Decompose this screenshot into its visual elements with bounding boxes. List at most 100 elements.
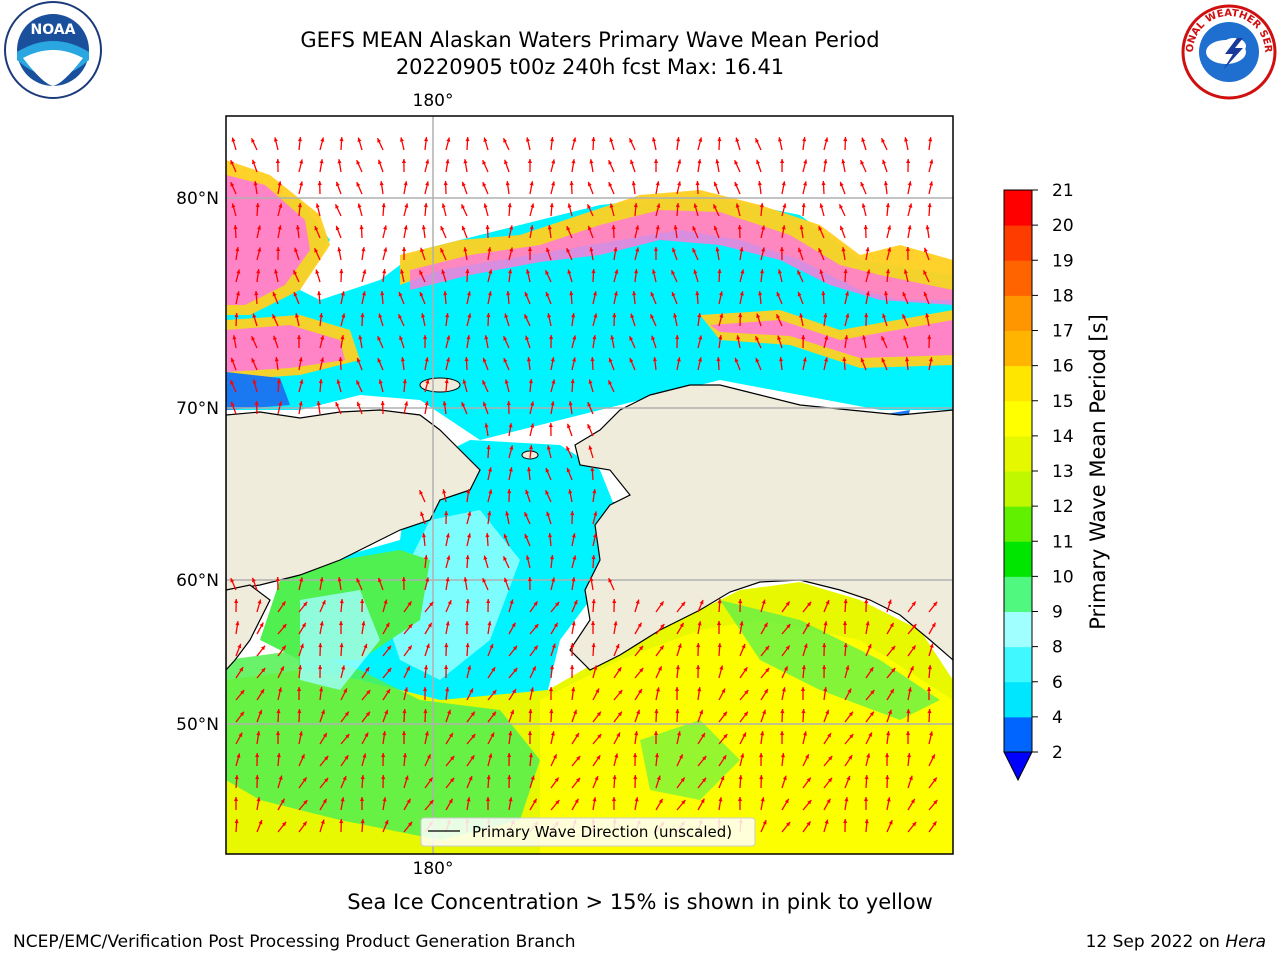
wave-arrow-head — [512, 689, 516, 694]
wave-arrow-head — [786, 624, 791, 629]
wave-arrow-head — [776, 292, 781, 297]
wave-arrow-head — [524, 512, 529, 517]
wave-arrow-head — [486, 775, 491, 780]
wave-arrow-head — [695, 181, 700, 186]
wave-arrow-head — [425, 181, 430, 186]
wave-arrow-head — [402, 247, 407, 252]
wave-arrow-head — [715, 159, 720, 164]
wave-arrow-head — [902, 292, 907, 297]
wave-arrow-head — [587, 181, 592, 187]
wave-arrow-head — [680, 777, 685, 782]
wave-arrow-head — [595, 688, 600, 693]
wave-arrow-head — [567, 423, 571, 429]
wave-arrow-head — [386, 689, 391, 694]
wave-arrow-head — [822, 643, 827, 648]
wave-arrow-head — [230, 401, 235, 407]
wave-arrow-head — [740, 269, 745, 274]
wave-arrow-head — [356, 160, 361, 165]
wave-arrow-head — [339, 269, 344, 274]
wave-arrow-head — [659, 645, 664, 650]
wave-arrow-head — [301, 622, 306, 628]
wave-arrow-head — [572, 357, 577, 362]
wave-arrow-head — [654, 709, 659, 714]
wave-arrow-head — [554, 777, 559, 782]
wave-arrow-head — [251, 138, 256, 143]
wave-arrow-head — [822, 665, 827, 670]
wave-arrow-head — [801, 203, 806, 208]
wave-arrow-head — [739, 291, 744, 296]
graticule — [226, 116, 953, 854]
wave-arrow-head — [486, 599, 491, 604]
wave-arrow-head — [360, 313, 365, 318]
wave-arrow-head — [639, 667, 644, 673]
wave-arrow-head — [738, 775, 743, 780]
wave-arrow-head — [629, 336, 634, 341]
wave-arrow-head — [842, 621, 848, 626]
wave-arrow-head — [819, 203, 824, 208]
wave-arrow-head — [780, 753, 786, 758]
wave-arrow-head — [693, 203, 698, 208]
colorbar-segment — [1004, 576, 1032, 612]
wave-arrow-head — [549, 335, 554, 340]
wave-arrow-head — [743, 711, 748, 717]
wave-arrow-head — [440, 226, 445, 231]
wave-arrow-head — [339, 643, 344, 648]
wave-arrow-head — [272, 291, 277, 297]
wave-arrow-head — [320, 819, 325, 825]
wave-arrow-head — [470, 755, 475, 760]
wave-arrow-head — [568, 489, 573, 494]
wave-arrow-head — [697, 159, 702, 164]
wave-arrow-head — [823, 159, 828, 164]
wave-arrow-head — [449, 732, 453, 738]
wave-arrow-head — [674, 687, 680, 692]
wave-arrow-head — [461, 204, 466, 209]
wave-arrow-head — [255, 753, 260, 758]
wave-arrow-head — [574, 798, 579, 804]
wave-arrow-head — [340, 335, 345, 340]
wave-arrow-head — [660, 624, 665, 629]
wave-arrow-head — [608, 578, 613, 583]
colorbar-segment — [1004, 365, 1032, 402]
wave-arrow-head — [400, 269, 405, 274]
wave-arrow-head — [400, 357, 405, 362]
wave-arrow-head — [320, 335, 325, 340]
wave-arrow-head — [865, 247, 870, 252]
wave-arrow-head — [358, 335, 363, 340]
wave-arrow-head — [692, 248, 697, 253]
wave-arrow-head — [588, 445, 593, 450]
wave-arrow-head — [818, 248, 823, 253]
wave-arrow-head — [547, 225, 552, 230]
wave-arrow-head — [758, 291, 763, 296]
wave-arrow-head — [356, 380, 361, 385]
wave-arrow-head — [488, 467, 492, 472]
wave-arrow-head — [614, 269, 619, 274]
wave-arrow-head — [235, 247, 240, 252]
wave-arrow-head — [490, 732, 495, 738]
wave-arrow-head — [734, 357, 739, 363]
wave-arrow-head — [272, 314, 277, 319]
wave-arrow-head — [695, 291, 700, 296]
wave-arrow-head — [608, 182, 613, 187]
wave-arrow-head — [508, 467, 513, 472]
wave-arrow-head — [740, 753, 745, 758]
wave-arrow-head — [885, 203, 890, 208]
wave-arrow-head — [653, 731, 659, 736]
wave-arrow-head — [253, 181, 258, 186]
wave-arrow-head — [441, 269, 446, 275]
wave-arrow-head — [718, 335, 723, 340]
wave-arrow-head — [361, 291, 366, 296]
wave-arrow-head — [421, 313, 426, 318]
wave-arrow-head — [427, 622, 432, 628]
wave-arrow-head — [385, 622, 390, 628]
wave-arrow-head — [843, 599, 848, 604]
wave-arrow-head — [571, 577, 576, 582]
wave-arrow-head — [700, 798, 705, 804]
wave-arrow-head — [821, 181, 826, 186]
wave-arrow-head — [487, 511, 492, 516]
wave-arrow-head — [486, 313, 491, 318]
wave-arrow-head — [530, 775, 535, 781]
wave-arrow-head — [361, 247, 366, 252]
wave-arrow-head — [636, 709, 640, 715]
colorbar-segment — [1004, 646, 1032, 683]
wave-arrow-head — [551, 181, 556, 186]
